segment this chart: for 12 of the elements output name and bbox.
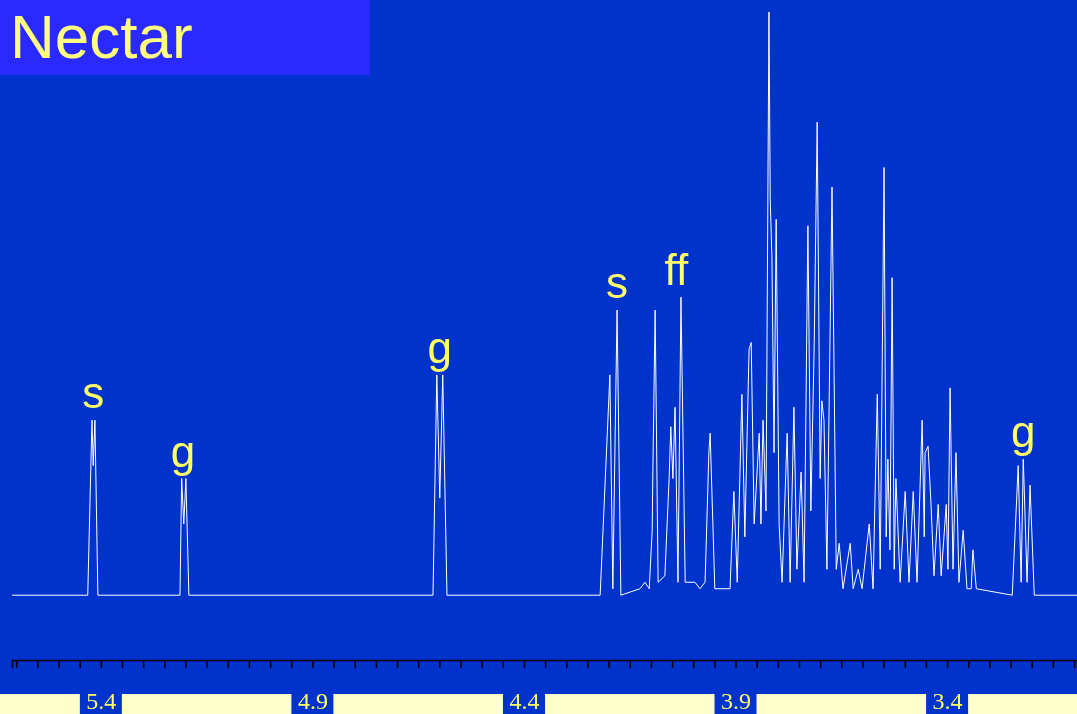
annotation: s xyxy=(606,258,629,308)
annotation: s xyxy=(82,368,105,418)
annotation: g xyxy=(427,322,453,372)
annotation: g xyxy=(1011,407,1036,457)
chart-title: Nectar xyxy=(10,2,193,71)
x-tick-label: 3.9 xyxy=(721,688,752,714)
x-tick-label: 3.4 xyxy=(932,688,963,714)
x-tick-label: 4.4 xyxy=(509,688,540,714)
annotation: ff xyxy=(664,245,689,295)
annotation: g xyxy=(170,426,196,476)
x-tick-label: 4.9 xyxy=(297,688,328,714)
x-tick-label: 5.4 xyxy=(86,688,117,714)
